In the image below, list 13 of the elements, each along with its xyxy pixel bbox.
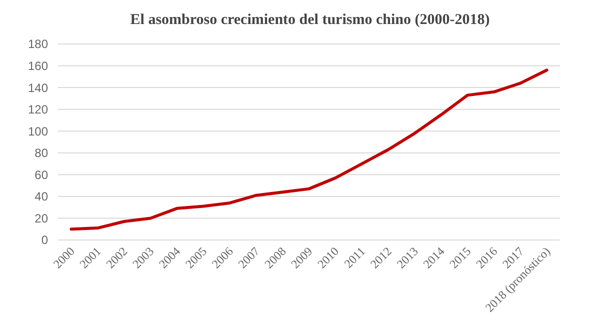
chart-title: El asombroso crecimiento del turismo chino (2000-2018) [130, 12, 490, 28]
y-tick-label: 140 [28, 80, 48, 95]
y-tick-label: 180 [28, 37, 48, 52]
y-tick-label: 40 [34, 190, 48, 204]
y-tick-label: 80 [34, 146, 48, 160]
y-tick-label: 160 [28, 58, 48, 73]
line-series [70, 68, 548, 231]
y-tick-label: 60 [34, 168, 48, 182]
x-tick-label: 2011 [341, 244, 368, 271]
y-tick-label: 120 [28, 102, 48, 117]
y-tick-label: 100 [28, 124, 48, 138]
y-tick-label: 20 [34, 211, 48, 226]
y-tick-label: 0 [41, 233, 48, 248]
